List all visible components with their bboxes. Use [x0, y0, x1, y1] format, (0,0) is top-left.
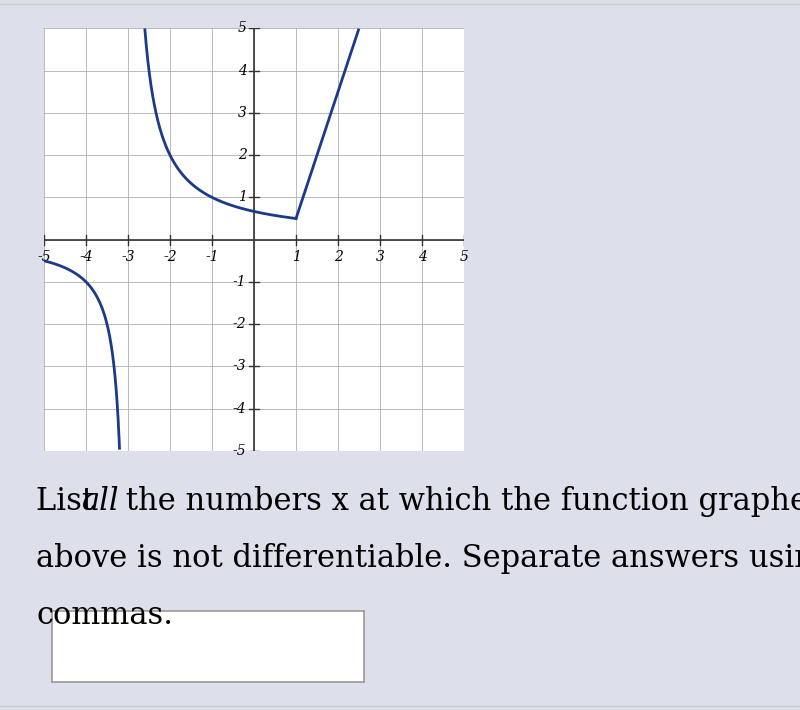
- Text: 5: 5: [238, 21, 246, 36]
- Text: 1: 1: [291, 250, 301, 264]
- Text: -5: -5: [233, 444, 246, 458]
- Text: 2: 2: [238, 148, 246, 162]
- Text: 5: 5: [459, 250, 469, 264]
- Text: -2: -2: [163, 250, 177, 264]
- Text: -2: -2: [233, 317, 246, 331]
- Text: -1: -1: [205, 250, 219, 264]
- Text: 4: 4: [418, 250, 426, 264]
- Text: List: List: [36, 486, 104, 518]
- Text: -4: -4: [79, 250, 93, 264]
- Text: 2: 2: [334, 250, 342, 264]
- Text: all: all: [82, 486, 120, 518]
- Text: 3: 3: [375, 250, 385, 264]
- Text: -3: -3: [121, 250, 135, 264]
- Text: -1: -1: [233, 275, 246, 289]
- Text: 3: 3: [238, 106, 246, 120]
- Text: 1: 1: [238, 190, 246, 204]
- Text: the numbers x at which the function graphed: the numbers x at which the function grap…: [116, 486, 800, 518]
- Text: -4: -4: [233, 402, 246, 415]
- Text: above is not differentiable. Separate answers using: above is not differentiable. Separate an…: [36, 543, 800, 574]
- Text: -5: -5: [37, 250, 51, 264]
- Text: -3: -3: [233, 359, 246, 373]
- Text: 4: 4: [238, 64, 246, 77]
- Text: commas.: commas.: [36, 600, 173, 631]
